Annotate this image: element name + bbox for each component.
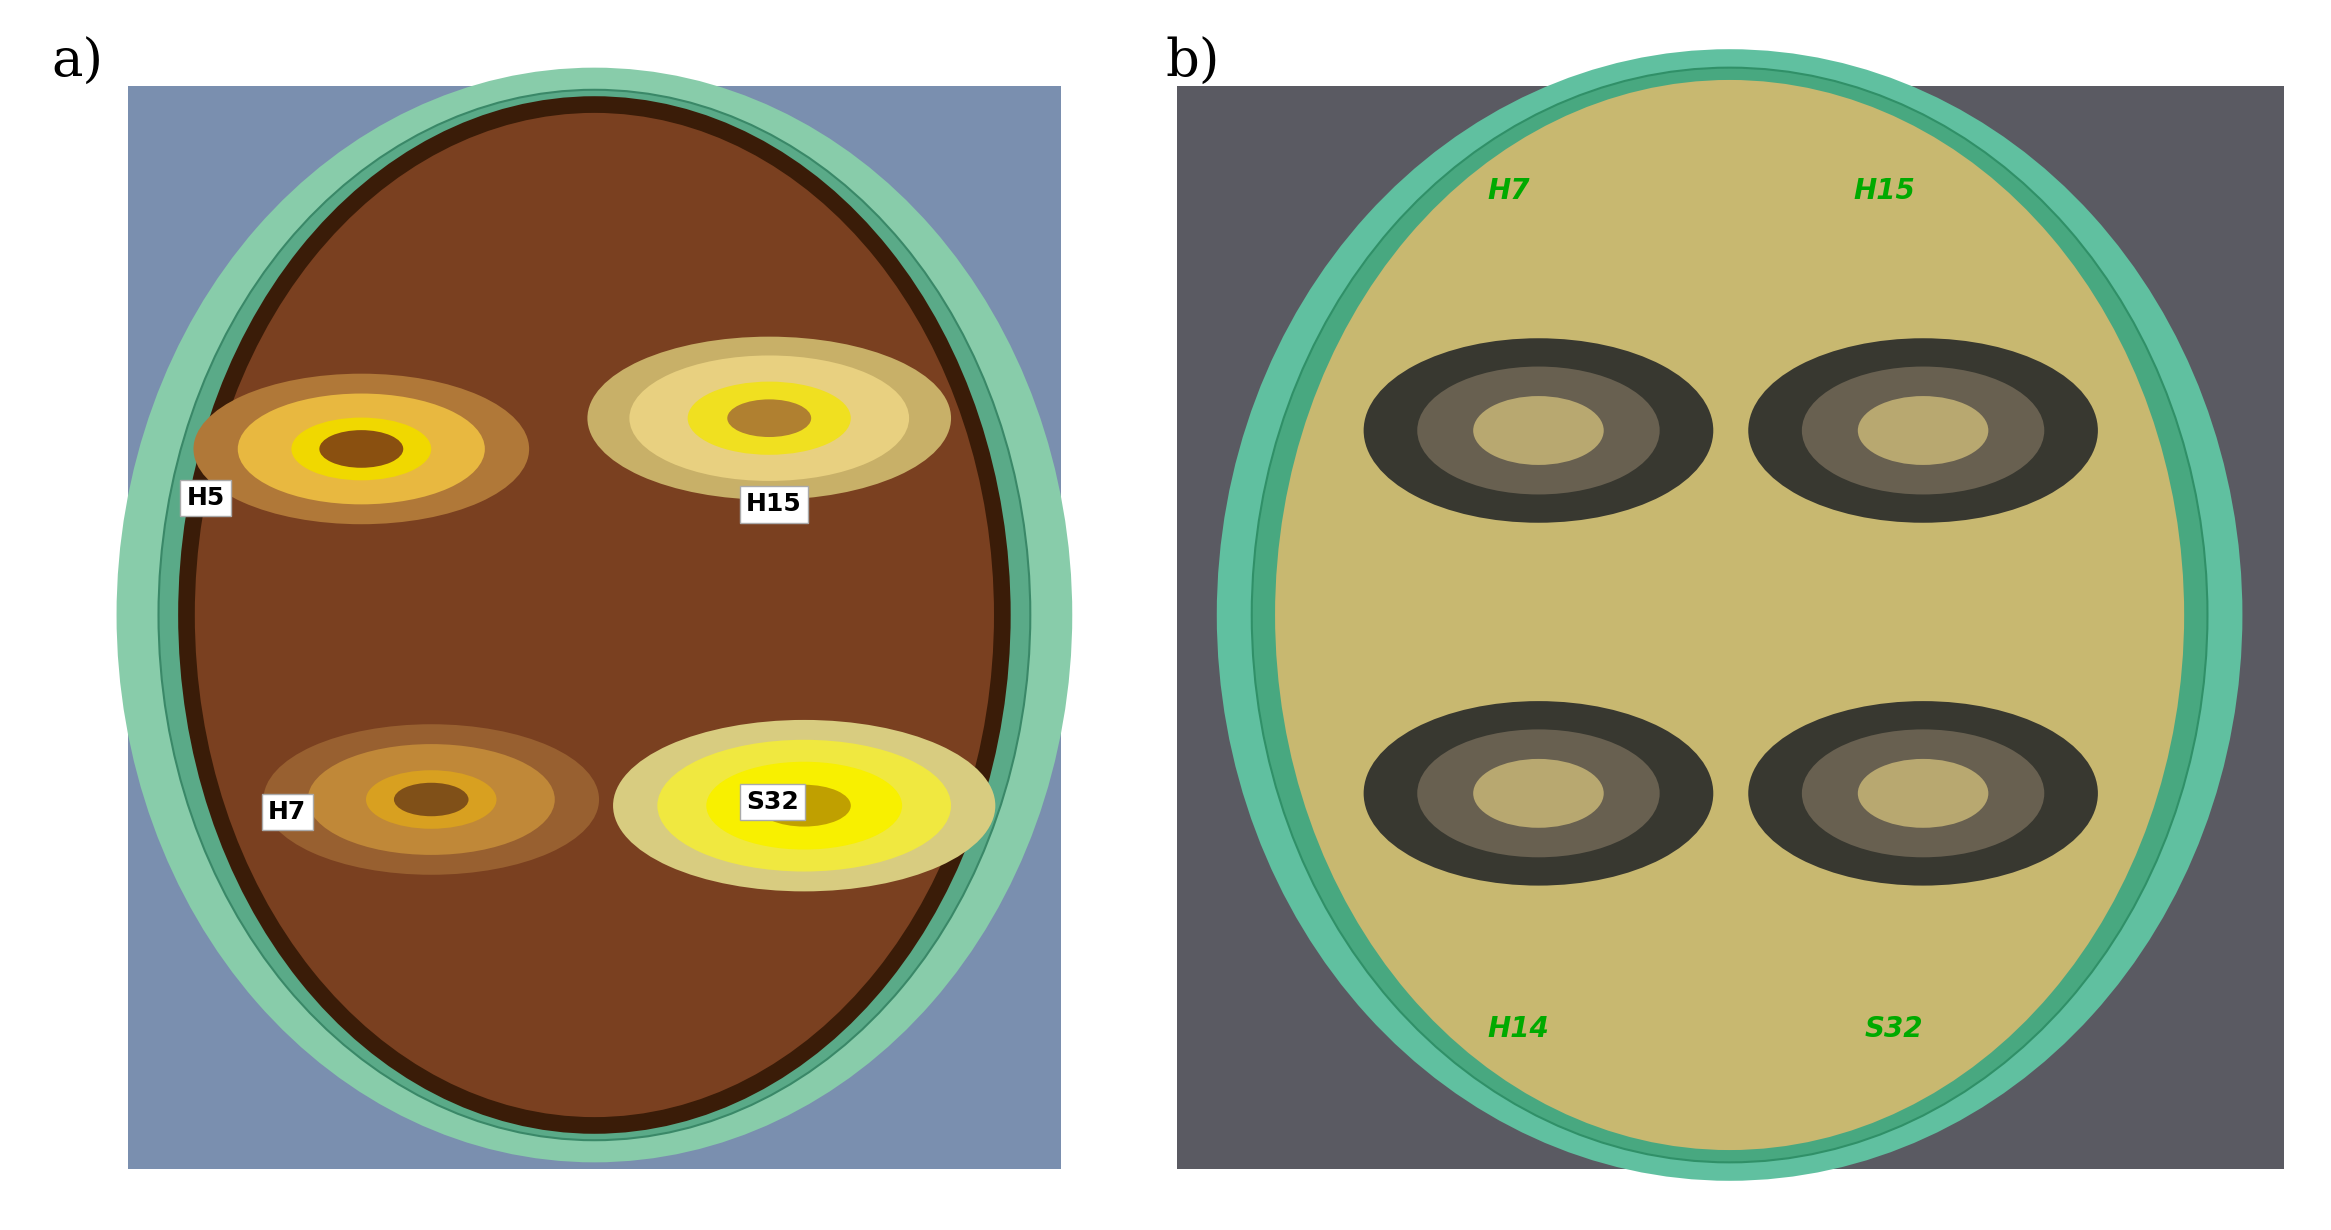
Ellipse shape [1252, 68, 2207, 1162]
Ellipse shape [706, 761, 902, 850]
Ellipse shape [238, 394, 485, 504]
Ellipse shape [1473, 759, 1604, 828]
Text: S32: S32 [1865, 1015, 1923, 1043]
Ellipse shape [159, 90, 1030, 1140]
Text: b): b) [1166, 37, 1219, 87]
Text: H7: H7 [268, 800, 305, 824]
Text: H15: H15 [746, 492, 802, 517]
Ellipse shape [1473, 396, 1604, 465]
Text: H7: H7 [1487, 177, 1529, 205]
Text: H14: H14 [1487, 1015, 1548, 1043]
Ellipse shape [319, 430, 403, 467]
Ellipse shape [193, 374, 529, 524]
Ellipse shape [727, 400, 811, 437]
FancyBboxPatch shape [1177, 86, 2284, 1168]
Text: H15: H15 [1853, 177, 1914, 205]
Ellipse shape [1417, 367, 1660, 494]
Ellipse shape [613, 720, 995, 892]
Text: H5: H5 [186, 486, 224, 510]
Ellipse shape [1417, 729, 1660, 857]
Ellipse shape [1748, 701, 2098, 886]
Ellipse shape [758, 785, 851, 827]
Ellipse shape [263, 724, 599, 875]
Ellipse shape [1364, 338, 1713, 523]
Ellipse shape [657, 739, 951, 872]
Text: a): a) [51, 37, 103, 87]
FancyBboxPatch shape [128, 86, 1061, 1168]
Ellipse shape [688, 381, 851, 455]
Ellipse shape [1275, 80, 2184, 1150]
Ellipse shape [394, 782, 469, 817]
Ellipse shape [1802, 367, 2044, 494]
Ellipse shape [1217, 49, 2242, 1181]
Text: S32: S32 [746, 790, 800, 814]
Ellipse shape [186, 105, 1002, 1125]
Ellipse shape [587, 337, 951, 499]
Ellipse shape [366, 770, 497, 829]
Ellipse shape [1858, 396, 1988, 465]
Ellipse shape [291, 418, 431, 481]
Ellipse shape [308, 744, 555, 855]
Ellipse shape [117, 68, 1072, 1162]
Ellipse shape [1858, 759, 1988, 828]
Ellipse shape [1364, 701, 1713, 886]
Ellipse shape [629, 355, 909, 481]
Ellipse shape [1802, 729, 2044, 857]
Ellipse shape [1748, 338, 2098, 523]
